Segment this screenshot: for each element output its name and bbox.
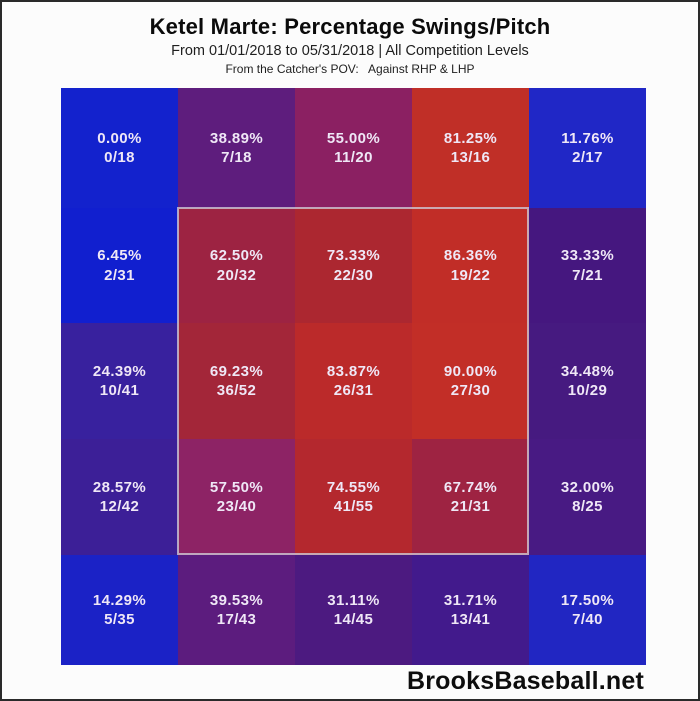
cell-count: 27/30 xyxy=(450,382,491,399)
heatmap-cell: 86.36% 19/22 xyxy=(412,208,529,323)
brooksbaseball-watermark: BrooksBaseball.net xyxy=(406,667,644,695)
cell-percentage: 11.76% xyxy=(561,129,614,147)
cell-percentage: 55.00% xyxy=(326,129,381,147)
cell-count: 2/17 xyxy=(572,149,603,166)
heatmap-cell: 90.00% 27/30 xyxy=(412,323,529,439)
heatmap-cell: 73.33% 22/30 xyxy=(295,208,412,323)
cell-percentage: 83.87% xyxy=(326,362,381,380)
heatmap-cell: 67.74% 21/31 xyxy=(412,439,529,555)
cell-percentage: 34.48% xyxy=(560,362,615,380)
heatmap-cell: 55.00% 11/20 xyxy=(295,88,412,208)
cell-count: 26/31 xyxy=(333,382,374,399)
cell-count: 20/32 xyxy=(216,266,257,284)
heatmap-cell: 31.11% 14/45 xyxy=(295,555,412,665)
heatmap-cell: 17.50% 7/40 xyxy=(529,555,646,665)
cell-percentage: 81.25% xyxy=(443,129,498,147)
cell-percentage: 14.29% xyxy=(92,591,147,609)
cell-count: 41/55 xyxy=(333,498,374,515)
heatmap-cell: 39.53% 17/43 xyxy=(178,555,295,665)
cell-count: 21/31 xyxy=(450,498,491,515)
heatmap-grid: 0.00% 0/18 38.89% 7/18 55.00% 11/20 81.25% 13/1… xyxy=(61,88,646,665)
cell-count: 2/31 xyxy=(104,266,135,284)
cell-count: 14/45 xyxy=(333,611,374,628)
cell-percentage: 24.39% xyxy=(92,362,147,380)
cell-percentage: 67.74% xyxy=(443,478,498,496)
cell-count: 5/35 xyxy=(104,611,135,628)
cell-count: 12/42 xyxy=(99,498,140,515)
heatmap-cell: 33.33% 7/21 xyxy=(529,208,646,323)
cell-count: 36/52 xyxy=(216,382,257,399)
cell-percentage: 39.53% xyxy=(209,591,264,609)
chart-pov-subtitle: From the Catcher's POV: Against RHP & LH… xyxy=(225,62,475,76)
cell-count: 0/18 xyxy=(104,149,135,166)
heatmap-cell: 24.39% 10/41 xyxy=(61,323,178,439)
cell-percentage: 17.50% xyxy=(560,591,615,609)
heatmap-cell: 6.45% 2/31 xyxy=(61,208,178,323)
chart-date-range-subtitle: From 01/01/2018 to 05/31/2018 | All Comp… xyxy=(171,43,529,59)
heatmap-cell: 38.89% 7/18 xyxy=(178,88,295,208)
heatmap-cell: 34.48% 10/29 xyxy=(529,323,646,439)
heatmap-cell: 28.57% 12/42 xyxy=(61,439,178,555)
heatmap-cell: 81.25% 13/16 xyxy=(412,88,529,208)
cell-percentage: 38.89% xyxy=(209,129,264,147)
cell-count: 8/25 xyxy=(572,498,603,515)
cell-count: 7/40 xyxy=(572,611,603,628)
heatmap-cell: 32.00% 8/25 xyxy=(529,439,646,555)
cell-percentage: 28.57% xyxy=(92,478,147,496)
chart-title: Ketel Marte: Percentage Swings/Pitch xyxy=(149,14,551,39)
cell-percentage: 74.55% xyxy=(326,478,381,496)
cell-count: 17/43 xyxy=(216,611,257,628)
cell-percentage: 33.33% xyxy=(560,247,615,264)
heatmap-cell: 83.87% 26/31 xyxy=(295,323,412,439)
cell-count: 10/29 xyxy=(567,382,608,399)
cell-percentage: 62.50% xyxy=(209,247,264,264)
cell-count: 13/16 xyxy=(450,149,491,166)
heatmap-cell: 0.00% 0/18 xyxy=(61,88,178,208)
heatmap-cell: 69.23% 36/52 xyxy=(178,323,295,439)
cell-percentage: 73.33% xyxy=(326,247,381,264)
heatmap-cell: 74.55% 41/55 xyxy=(295,439,412,555)
cell-count: 19/22 xyxy=(450,266,491,284)
cell-count: 22/30 xyxy=(333,266,374,284)
heatmap-cell: 31.71% 13/41 xyxy=(412,555,529,665)
cell-percentage: 69.23% xyxy=(209,362,264,380)
cell-percentage: 6.45% xyxy=(97,247,142,264)
cell-count: 7/18 xyxy=(221,149,252,166)
cell-count: 11/20 xyxy=(334,149,373,166)
figure-header: Ketel Marte: Percentage Swings/Pitch Fro… xyxy=(2,2,698,76)
cell-count: 23/40 xyxy=(216,498,257,515)
cell-count: 7/21 xyxy=(572,266,603,284)
cell-percentage: 31.11% xyxy=(327,591,380,609)
heatmap-cell: 11.76% 2/17 xyxy=(529,88,646,208)
cell-percentage: 57.50% xyxy=(209,478,264,496)
cell-percentage: 0.00% xyxy=(97,129,142,147)
cell-count: 10/41 xyxy=(99,382,140,399)
cell-percentage: 86.36% xyxy=(443,247,498,264)
cell-percentage: 32.00% xyxy=(560,478,615,496)
cell-count: 13/41 xyxy=(450,611,491,628)
heatmap-cell: 14.29% 5/35 xyxy=(61,555,178,665)
cell-percentage: 90.00% xyxy=(443,362,498,380)
heatmap-cell: 57.50% 23/40 xyxy=(178,439,295,555)
cell-percentage: 31.71% xyxy=(443,591,498,609)
heatmap-cell: 62.50% 20/32 xyxy=(178,208,295,323)
